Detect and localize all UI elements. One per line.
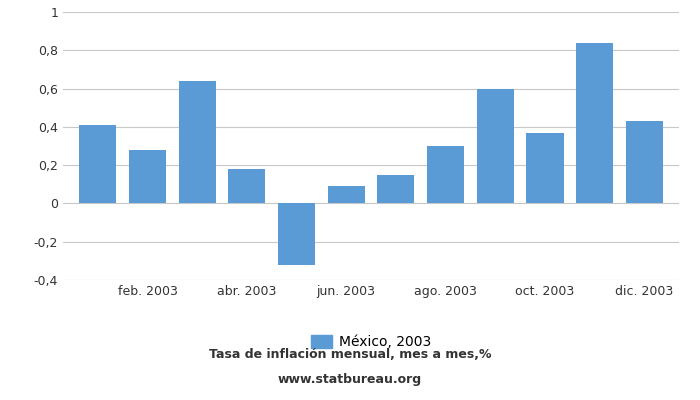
Bar — [427, 146, 464, 204]
Bar — [626, 121, 663, 204]
Legend: México, 2003: México, 2003 — [311, 335, 431, 349]
Bar — [129, 150, 166, 204]
Bar — [576, 43, 613, 204]
Bar — [377, 175, 414, 204]
Bar — [228, 169, 265, 204]
Bar — [526, 132, 564, 204]
Bar — [328, 186, 365, 204]
Bar — [278, 204, 315, 265]
Bar — [79, 125, 116, 204]
Text: Tasa de inflación mensual, mes a mes,%: Tasa de inflación mensual, mes a mes,% — [209, 348, 491, 360]
Bar — [477, 88, 514, 204]
Bar — [178, 81, 216, 204]
Text: www.statbureau.org: www.statbureau.org — [278, 374, 422, 386]
